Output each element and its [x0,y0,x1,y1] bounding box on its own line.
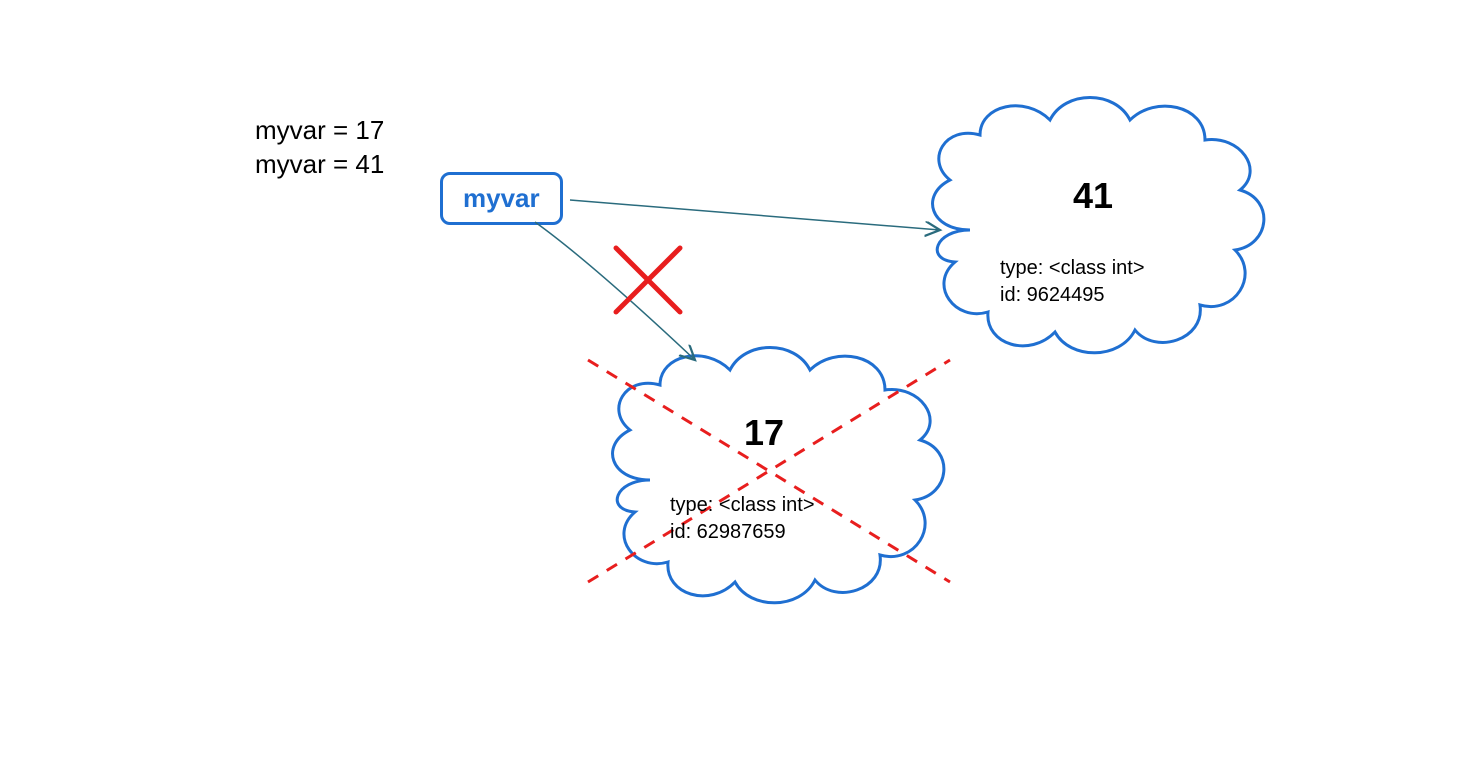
arrow-to-17 [535,222,695,360]
cloud-41-id: id: 9624495 [1000,282,1145,309]
cloud-object-17 [613,348,944,603]
cloud-object-41 [933,98,1264,353]
cloud-41-type: type: <class int> [1000,255,1145,282]
cloud-17-type: type: <class int> [670,492,815,519]
diagram-svg [0,0,1479,771]
cloud-41-meta: type: <class int> id: 9624495 [1000,255,1145,309]
variable-box-myvar: myvar [440,172,563,225]
cloud-17-value: 17 [744,412,784,454]
code-line-1: myvar = 17 [255,115,384,146]
code-line-2: myvar = 41 [255,149,384,180]
arrow-to-41 [570,200,940,230]
red-x-icon [616,248,680,312]
cloud-41-value: 41 [1073,175,1113,217]
variable-label: myvar [463,183,540,213]
cloud-17-id: id: 62987659 [670,519,815,546]
red-dashed-cross [588,360,950,582]
cloud-17-meta: type: <class int> id: 62987659 [670,492,815,546]
